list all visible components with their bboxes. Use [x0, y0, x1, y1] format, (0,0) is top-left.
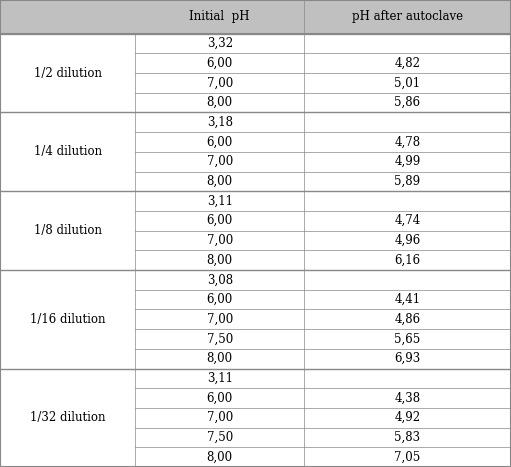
Text: 6,16: 6,16 — [394, 254, 421, 267]
Text: 4,86: 4,86 — [394, 313, 421, 326]
Text: 3,32: 3,32 — [206, 37, 233, 50]
Text: 8,00: 8,00 — [206, 352, 233, 365]
Text: 5,83: 5,83 — [394, 431, 421, 444]
Text: Initial  pH: Initial pH — [190, 10, 250, 23]
Text: 1/4 dilution: 1/4 dilution — [34, 145, 102, 158]
Text: 4,92: 4,92 — [394, 411, 421, 424]
Text: 8,00: 8,00 — [206, 96, 233, 109]
Text: 7,00: 7,00 — [206, 234, 233, 247]
Text: 6,00: 6,00 — [206, 57, 233, 70]
Text: 4,74: 4,74 — [394, 214, 421, 227]
Text: 4,78: 4,78 — [394, 135, 421, 149]
Text: 5,86: 5,86 — [394, 96, 421, 109]
Text: 1/8 dilution: 1/8 dilution — [34, 224, 102, 237]
Text: 4,82: 4,82 — [394, 57, 421, 70]
Text: 1/16 dilution: 1/16 dilution — [30, 313, 105, 326]
Text: 1/2 dilution: 1/2 dilution — [34, 66, 102, 79]
Text: 6,00: 6,00 — [206, 391, 233, 404]
Text: 6,00: 6,00 — [206, 293, 233, 306]
Text: 4,38: 4,38 — [394, 391, 421, 404]
Text: 3,08: 3,08 — [206, 273, 233, 286]
Text: 1/32 dilution: 1/32 dilution — [30, 411, 105, 424]
Text: 8,00: 8,00 — [206, 254, 233, 267]
Text: 4,41: 4,41 — [394, 293, 421, 306]
Text: 4,99: 4,99 — [394, 155, 421, 168]
Text: 3,18: 3,18 — [207, 116, 233, 129]
Text: 5,01: 5,01 — [394, 77, 421, 89]
Text: 7,00: 7,00 — [206, 411, 233, 424]
Text: 6,00: 6,00 — [206, 214, 233, 227]
Bar — [0, 0, 511, 34]
Text: 6,93: 6,93 — [394, 352, 421, 365]
Text: 7,50: 7,50 — [206, 333, 233, 346]
Text: 7,50: 7,50 — [206, 431, 233, 444]
Text: 8,00: 8,00 — [206, 451, 233, 464]
Text: 5,89: 5,89 — [394, 175, 421, 188]
Text: 7,00: 7,00 — [206, 155, 233, 168]
Text: 7,05: 7,05 — [394, 451, 421, 464]
Text: 6,00: 6,00 — [206, 135, 233, 149]
Text: 3,11: 3,11 — [207, 195, 233, 207]
Text: 7,00: 7,00 — [206, 313, 233, 326]
Text: 3,11: 3,11 — [207, 372, 233, 385]
Text: 4,96: 4,96 — [394, 234, 421, 247]
Text: 5,65: 5,65 — [394, 333, 421, 346]
Text: 7,00: 7,00 — [206, 77, 233, 89]
Text: 8,00: 8,00 — [206, 175, 233, 188]
Text: pH after autoclave: pH after autoclave — [352, 10, 463, 23]
